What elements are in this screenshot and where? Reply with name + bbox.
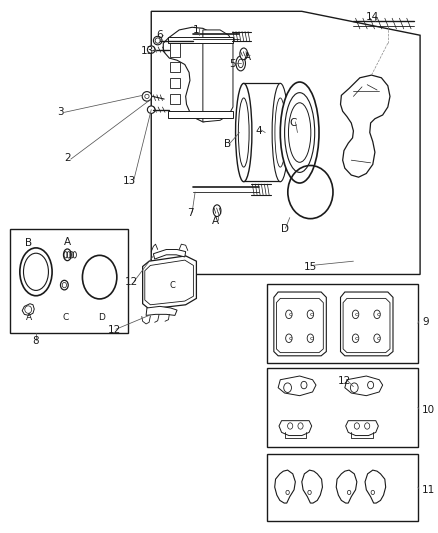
Ellipse shape	[275, 98, 286, 167]
Text: c: c	[310, 312, 314, 317]
Ellipse shape	[142, 92, 152, 101]
Ellipse shape	[213, 205, 221, 216]
Polygon shape	[275, 470, 295, 503]
Text: D: D	[281, 224, 289, 235]
Polygon shape	[274, 292, 326, 356]
Ellipse shape	[238, 59, 243, 68]
Text: 5: 5	[230, 60, 236, 69]
Text: A: A	[25, 312, 32, 321]
Text: 14: 14	[366, 12, 379, 22]
Text: 2: 2	[64, 152, 71, 163]
Text: 12: 12	[338, 376, 351, 386]
Bar	[170, 43, 180, 56]
Polygon shape	[302, 470, 322, 503]
Text: 12: 12	[108, 325, 121, 335]
Polygon shape	[346, 421, 378, 435]
Text: 13: 13	[140, 46, 154, 56]
Bar	[170, 78, 180, 88]
Polygon shape	[340, 292, 393, 356]
Text: c: c	[377, 312, 380, 317]
Ellipse shape	[240, 48, 247, 60]
Bar	[267, 454, 418, 521]
Text: 13: 13	[123, 176, 136, 187]
Bar	[10, 229, 127, 333]
Polygon shape	[146, 306, 177, 316]
Polygon shape	[365, 470, 386, 503]
Text: 6: 6	[156, 30, 163, 41]
Text: c: c	[355, 336, 359, 341]
Text: 1: 1	[193, 25, 200, 35]
Ellipse shape	[153, 36, 162, 45]
Text: c: c	[377, 336, 380, 341]
Text: 12: 12	[125, 278, 138, 287]
Ellipse shape	[155, 38, 160, 43]
Bar	[267, 368, 418, 447]
Polygon shape	[278, 376, 316, 395]
Polygon shape	[151, 11, 420, 274]
Text: B: B	[224, 139, 231, 149]
Bar	[267, 284, 418, 364]
Text: A: A	[212, 216, 219, 227]
Text: c: c	[289, 336, 292, 341]
Polygon shape	[168, 111, 233, 118]
Ellipse shape	[285, 93, 315, 172]
Text: 4: 4	[255, 126, 262, 136]
Text: 3: 3	[58, 107, 64, 117]
Text: 10: 10	[422, 405, 435, 415]
Text: B: B	[25, 238, 32, 247]
Text: C: C	[170, 280, 176, 289]
Text: c: c	[355, 312, 359, 317]
Ellipse shape	[147, 106, 155, 114]
Polygon shape	[143, 256, 196, 309]
Text: 15: 15	[304, 262, 317, 271]
Polygon shape	[203, 30, 233, 122]
Ellipse shape	[238, 98, 249, 167]
Text: C: C	[62, 312, 68, 321]
Bar	[244, 83, 280, 181]
Ellipse shape	[145, 94, 149, 99]
Text: c: c	[289, 312, 292, 317]
Text: 11: 11	[422, 485, 435, 495]
Ellipse shape	[272, 83, 289, 182]
Text: c: c	[310, 336, 314, 341]
Bar	[170, 94, 180, 104]
Polygon shape	[153, 249, 186, 259]
Text: A: A	[64, 237, 71, 247]
Polygon shape	[343, 298, 390, 353]
Text: 8: 8	[32, 336, 39, 346]
Polygon shape	[145, 260, 194, 305]
Text: 7: 7	[187, 208, 193, 219]
Polygon shape	[336, 470, 357, 503]
Ellipse shape	[236, 83, 252, 182]
Polygon shape	[276, 298, 323, 353]
Polygon shape	[279, 421, 312, 435]
Polygon shape	[163, 27, 220, 122]
Polygon shape	[340, 75, 390, 177]
Polygon shape	[168, 37, 233, 43]
Ellipse shape	[236, 56, 245, 71]
Text: D: D	[99, 312, 105, 321]
Polygon shape	[22, 304, 34, 316]
Ellipse shape	[289, 103, 311, 163]
Ellipse shape	[147, 46, 155, 53]
Bar	[170, 62, 180, 72]
Text: A: A	[244, 52, 251, 61]
Polygon shape	[345, 376, 383, 395]
Text: 9: 9	[422, 317, 429, 327]
Text: C: C	[290, 118, 297, 128]
Ellipse shape	[280, 82, 319, 183]
